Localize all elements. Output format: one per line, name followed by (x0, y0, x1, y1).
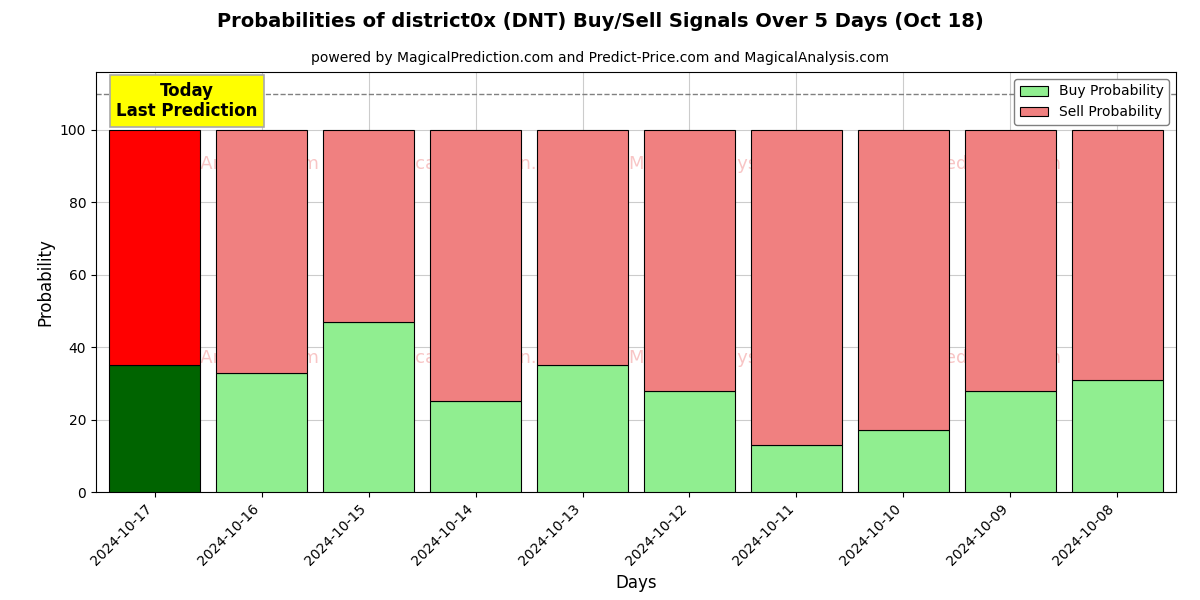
Bar (109, 365, 200, 492)
Bar (644, 391, 734, 492)
Bar (1072, 380, 1163, 492)
Bar (323, 322, 414, 492)
Bar (858, 130, 949, 430)
Text: MagicalPrediction.com: MagicalPrediction.com (858, 155, 1062, 173)
X-axis label: Days: Days (616, 574, 656, 592)
Bar (965, 391, 1056, 492)
Bar (216, 130, 307, 373)
Y-axis label: Probability: Probability (36, 238, 54, 326)
Bar (751, 130, 842, 445)
Bar (751, 445, 842, 492)
Bar (965, 130, 1056, 391)
Text: MagicalPrediction.com: MagicalPrediction.com (372, 349, 576, 367)
Text: MagicalPrediction.com: MagicalPrediction.com (858, 349, 1062, 367)
Text: MagicalPrediction.com: MagicalPrediction.com (372, 155, 576, 173)
Legend: Buy Probability, Sell Probability: Buy Probability, Sell Probability (1014, 79, 1169, 125)
Bar (323, 130, 414, 322)
Bar (430, 130, 521, 401)
Bar (430, 401, 521, 492)
Text: powered by MagicalPrediction.com and Predict-Price.com and MagicalAnalysis.com: powered by MagicalPrediction.com and Pre… (311, 51, 889, 65)
Text: MagicalAnalysis.com: MagicalAnalysis.com (132, 349, 319, 367)
Bar (538, 365, 628, 492)
Text: MagicalAnalysis.com: MagicalAnalysis.com (629, 155, 816, 173)
Text: MagicalAnalysis.com: MagicalAnalysis.com (629, 349, 816, 367)
Bar (644, 130, 734, 391)
Bar (109, 130, 200, 365)
Text: Today
Last Prediction: Today Last Prediction (116, 82, 258, 121)
Bar (216, 373, 307, 492)
Text: Probabilities of district0x (DNT) Buy/Sell Signals Over 5 Days (Oct 18): Probabilities of district0x (DNT) Buy/Se… (217, 12, 983, 31)
Text: MagicalAnalysis.com: MagicalAnalysis.com (132, 155, 319, 173)
Bar (1072, 130, 1163, 380)
Bar (538, 130, 628, 365)
Bar (858, 430, 949, 492)
